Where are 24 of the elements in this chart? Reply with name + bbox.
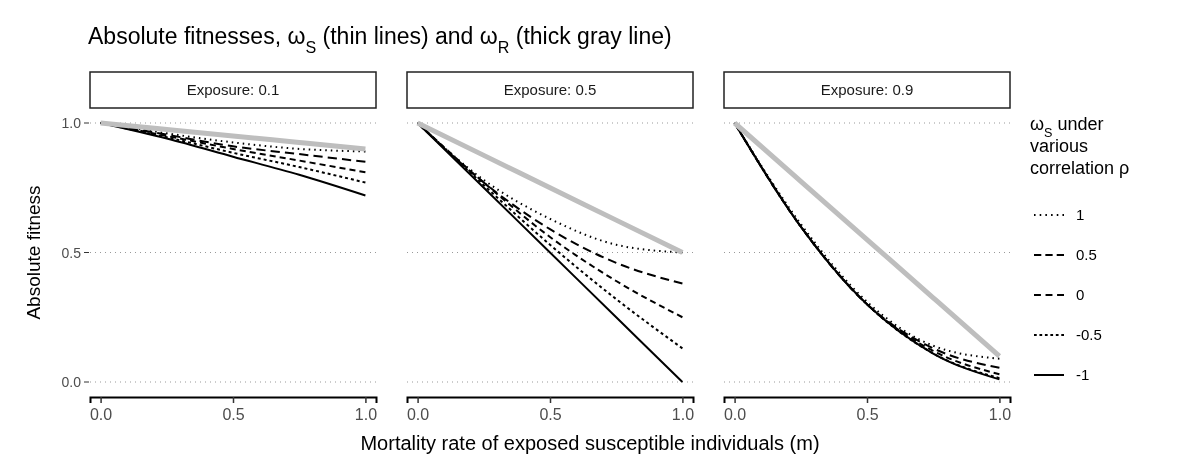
x-tick-label: 1.0	[671, 406, 695, 424]
x-axis-title: Mortality rate of exposed susceptible individuals (m)	[360, 432, 820, 454]
legend-label: 0.5	[1076, 246, 1097, 263]
y-axis-title: Absolute fitness	[23, 185, 44, 320]
x-tick-label: 1.0	[354, 406, 378, 424]
chart-subtitle: Exposure: 0.5	[503, 81, 597, 98]
legend-label: -1	[1076, 366, 1090, 383]
legend-label: 1	[1076, 206, 1085, 223]
x-tick-label: 0.5	[856, 406, 879, 424]
chart-title: Absolute fitnesses, ω$_{S}$ (thin lines) and ω$_{R}$ (thick gray line)	[88, 23, 672, 56]
legend-label: -0.5	[1076, 326, 1102, 343]
x-tick-label: 0.0	[723, 406, 747, 424]
x-tick-label: 0.5	[222, 406, 245, 424]
legend-label: 0	[1076, 286, 1085, 303]
y-tick-label: 1.0	[61, 115, 82, 131]
x-tick-label: 0.5	[539, 406, 562, 424]
x-tick-label: 0.0	[406, 406, 430, 424]
x-tick-label: 0.0	[89, 406, 113, 424]
x-tick-label: 1.0	[988, 406, 1012, 424]
chart-subtitle: Exposure: 0.1	[186, 81, 280, 98]
y-tick-label: 0.0	[61, 374, 82, 390]
legend-title: ω$_{S}$ under various correlation ρ	[1030, 114, 1130, 178]
chart-subtitle: Exposure: 0.9	[820, 81, 914, 98]
y-tick-label: 0.5	[61, 244, 82, 261]
